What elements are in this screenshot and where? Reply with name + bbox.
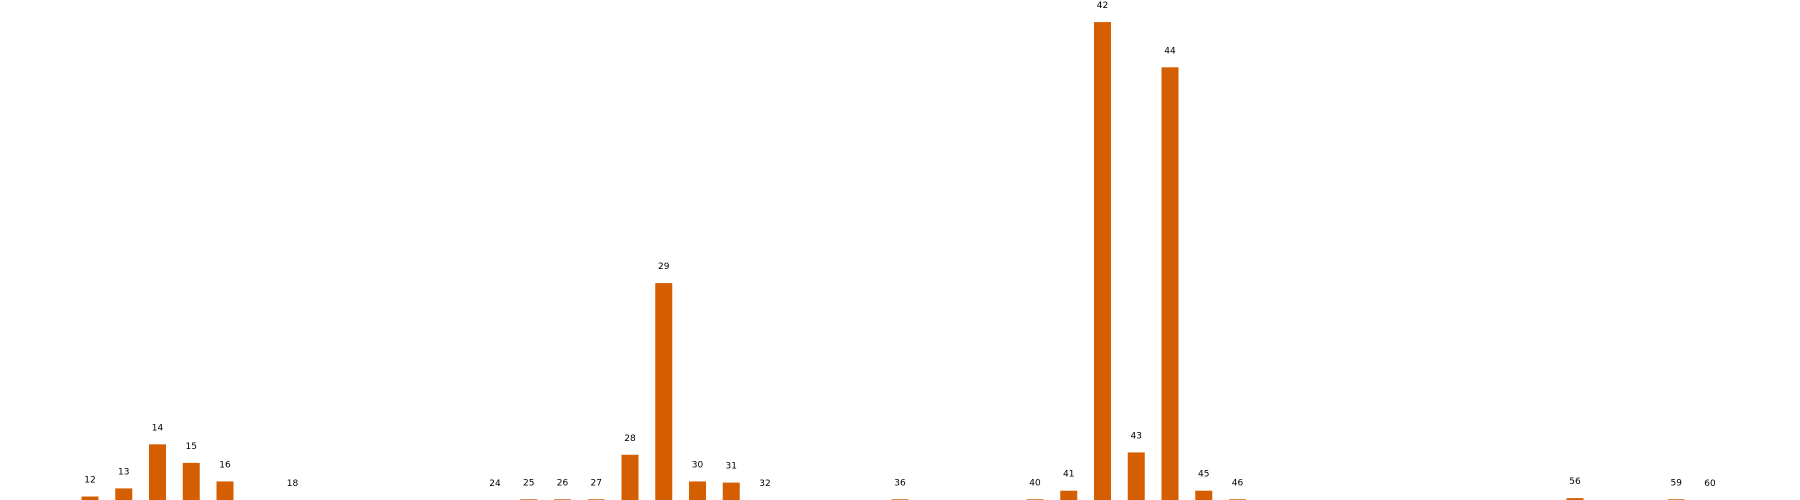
labels-group: 12 13 14 15 16 18 24 25 26 27 28 29 30 31 32 36 40 41 42 43… <box>84 1 1716 489</box>
bar-13 <box>115 488 133 500</box>
bar-14 <box>149 444 166 500</box>
bar-label-60: 60 <box>1704 479 1716 489</box>
bar-12 <box>81 496 99 500</box>
bar-28 <box>621 454 639 500</box>
bar-label-24: 24 <box>489 479 501 489</box>
bar-label-28: 28 <box>624 434 636 444</box>
bar-16 <box>216 481 234 500</box>
bar-43 <box>1127 452 1145 500</box>
bar-label-13: 13 <box>118 467 129 477</box>
bar-42 <box>1094 22 1111 500</box>
bar-label-29: 29 <box>658 262 670 272</box>
bar-45 <box>1195 490 1213 500</box>
bar-label-12: 12 <box>84 476 95 486</box>
bar-label-56: 56 <box>1569 477 1581 487</box>
bar-label-45: 45 <box>1198 470 1209 480</box>
bar-label-18: 18 <box>287 479 299 489</box>
bar-label-31: 31 <box>726 462 737 472</box>
bar-label-59: 59 <box>1671 478 1683 488</box>
bar-label-43: 43 <box>1131 431 1142 441</box>
bar-29 <box>655 283 673 500</box>
bar-label-42: 42 <box>1097 1 1108 11</box>
bar-label-30: 30 <box>692 460 704 470</box>
bar-label-46: 46 <box>1232 478 1244 488</box>
bar-label-40: 40 <box>1029 478 1041 488</box>
bar-31 <box>722 482 740 500</box>
bar-label-15: 15 <box>186 442 197 452</box>
bar-label-26: 26 <box>557 478 569 488</box>
bars-group <box>81 22 1685 500</box>
bar-44 <box>1161 67 1179 500</box>
bar-label-16: 16 <box>219 460 231 470</box>
bar-30 <box>689 481 706 500</box>
bar-56 <box>1566 498 1584 500</box>
bar-41 <box>1060 490 1078 500</box>
bar-label-25: 25 <box>523 478 534 488</box>
bar-label-27: 27 <box>591 478 602 488</box>
bar-label-44: 44 <box>1164 46 1176 56</box>
bar-label-32: 32 <box>759 479 770 489</box>
bar-15 <box>182 462 200 500</box>
bar-label-14: 14 <box>152 423 164 433</box>
bar-label-36: 36 <box>894 478 906 488</box>
bar-label-41: 41 <box>1063 470 1074 480</box>
